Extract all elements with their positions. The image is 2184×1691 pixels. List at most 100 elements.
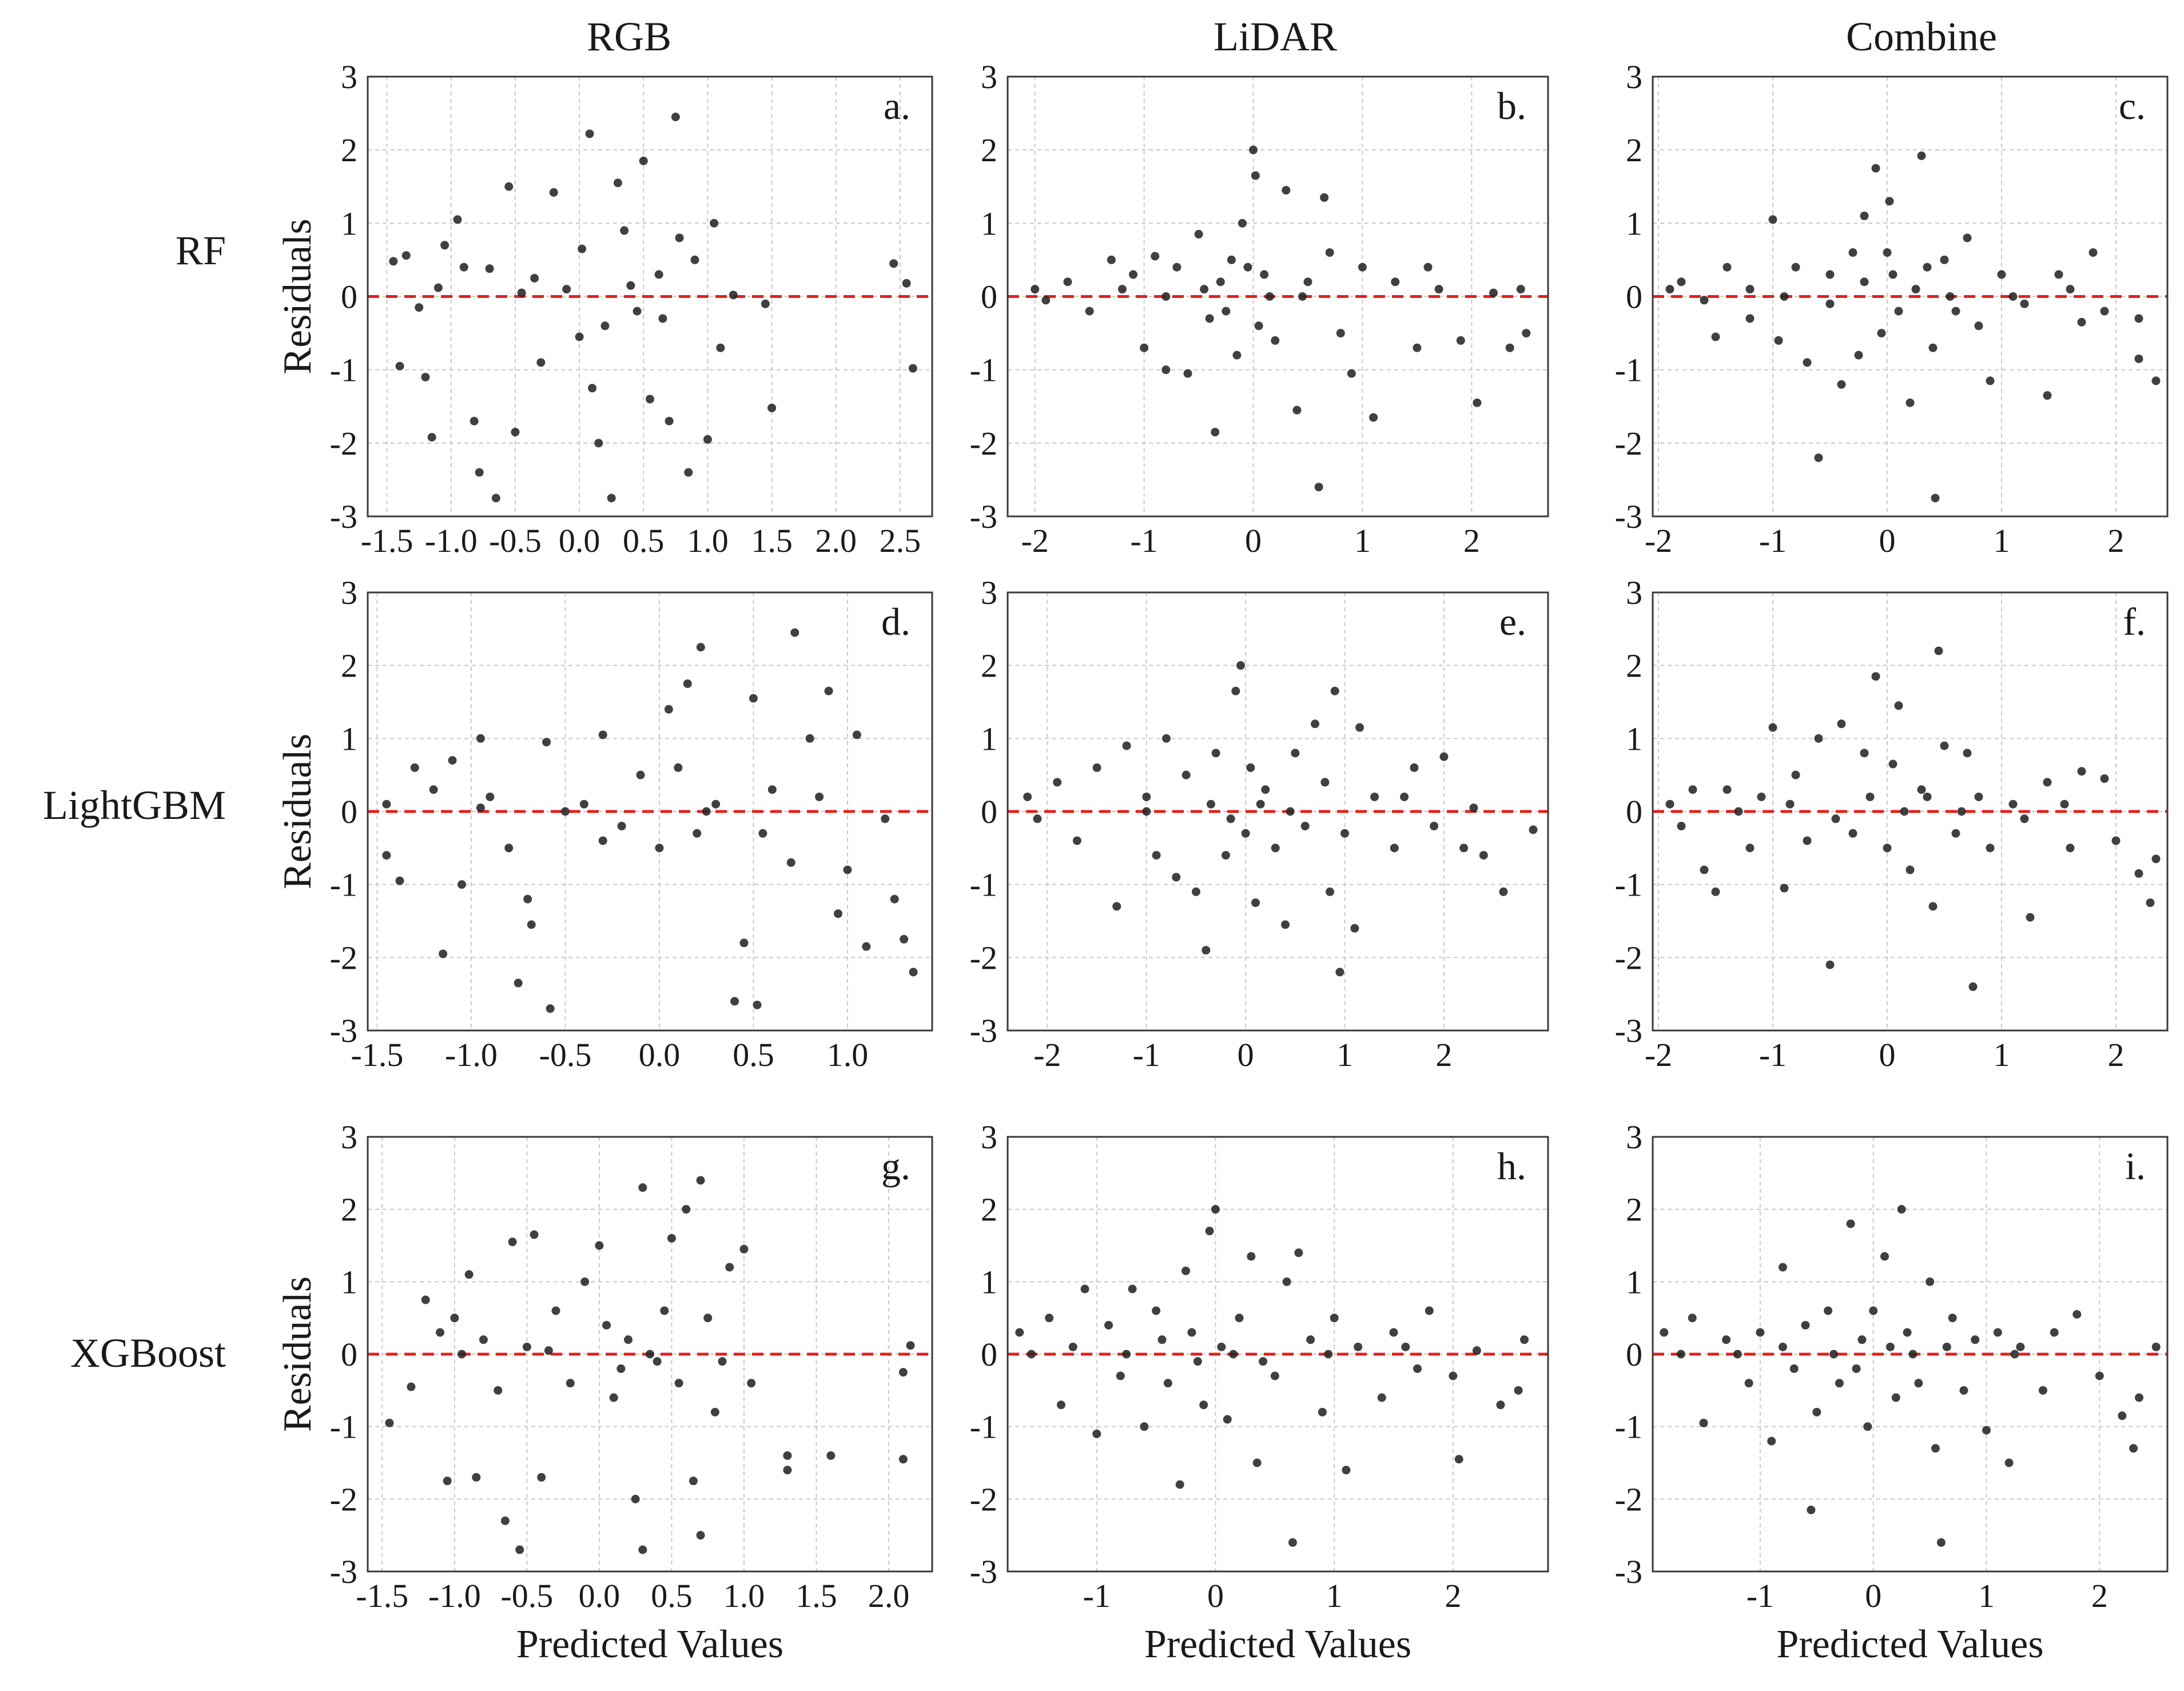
scatter-point xyxy=(1080,1284,1089,1294)
scatter-point xyxy=(716,343,725,352)
scatter-point xyxy=(1163,1379,1172,1388)
column-title-lidar: LiDAR xyxy=(1214,14,1337,59)
scatter-point xyxy=(1908,1350,1918,1359)
scatter-point xyxy=(1722,785,1732,794)
x-tick-label: 1.5 xyxy=(795,1577,837,1614)
scatter-point xyxy=(881,814,890,823)
scatter-point xyxy=(1282,1277,1291,1286)
scatter-point xyxy=(790,628,799,637)
panel-i: -1 0 1 2 -3 -2 -1 0 1 2 3 i. Predicted Values xyxy=(1615,1119,2169,1666)
scatter-point xyxy=(1175,1480,1184,1489)
scatter-point xyxy=(1791,262,1800,272)
scatter-point xyxy=(1897,1205,1906,1214)
x-tick-label: 1 xyxy=(1326,1577,1343,1614)
scatter-point xyxy=(395,361,404,371)
scatter-point xyxy=(1282,186,1291,195)
scatter-point xyxy=(1489,288,1498,297)
scatter-point xyxy=(1917,785,1926,794)
scatter-point xyxy=(664,705,673,714)
y-tick-label: 2 xyxy=(341,647,357,685)
scatter-point xyxy=(1142,792,1151,801)
panel-label: h. xyxy=(1497,1144,1526,1188)
scatter-point xyxy=(1888,759,1897,769)
scatter-point xyxy=(1286,807,1295,816)
scatter-point xyxy=(1306,1335,1315,1344)
scatter-point xyxy=(1948,1314,1957,1323)
scatter-point xyxy=(1300,822,1310,831)
scatter-point xyxy=(1227,255,1236,264)
scatter-point xyxy=(1151,252,1160,261)
scatter-point xyxy=(1449,1371,1458,1380)
y-tick-label: 2 xyxy=(981,1191,997,1228)
scatter-point xyxy=(1863,1422,1872,1431)
scatter-point xyxy=(1883,248,1892,257)
scatter-point xyxy=(1891,1393,1900,1402)
scatter-point xyxy=(1377,1393,1386,1402)
scatter-point xyxy=(1700,296,1709,305)
x-tick-label: 0.0 xyxy=(559,522,600,559)
column-titles: RGB LiDAR Combine xyxy=(587,14,1997,59)
scatter-point xyxy=(600,321,610,331)
scatter-point xyxy=(1288,1538,1297,1547)
scatter-point xyxy=(588,384,597,393)
scatter-point xyxy=(1211,749,1220,758)
scatter-point xyxy=(1814,734,1823,743)
scatter-point xyxy=(1117,285,1127,294)
scatter-point xyxy=(1905,865,1915,874)
scatter-point xyxy=(2054,270,2063,279)
scatter-point xyxy=(2151,376,2161,385)
scatter-point xyxy=(826,1451,836,1460)
scatter-point xyxy=(2118,1411,2127,1421)
x-tick-label: 0.0 xyxy=(639,1036,681,1073)
scatter-point xyxy=(2135,1393,2144,1402)
scatter-point xyxy=(753,1000,762,1009)
scatter-point xyxy=(1734,807,1743,816)
scatter-point xyxy=(1934,646,1943,655)
scatter-point xyxy=(2134,314,2143,323)
scatter-point xyxy=(906,1341,915,1350)
scatter-point xyxy=(693,829,702,838)
scatter-point xyxy=(710,1407,719,1417)
scatter-point xyxy=(1252,1458,1262,1467)
scatter-point xyxy=(458,880,466,889)
scatter-point xyxy=(1085,307,1094,316)
scatter-point xyxy=(703,1314,713,1323)
scatter-point xyxy=(500,1516,510,1525)
scatter-point xyxy=(639,156,648,165)
scatter-point xyxy=(1917,151,1926,160)
scatter-point xyxy=(2134,354,2143,363)
scatter-point xyxy=(1894,307,1903,316)
scatter-point xyxy=(476,734,485,743)
y-tick-label: 2 xyxy=(1626,132,1642,169)
scatter-point xyxy=(1768,215,1777,224)
scatter-point xyxy=(1400,792,1409,801)
scatter-point xyxy=(1745,314,1755,323)
x-tick-label: 1 xyxy=(1978,1577,1995,1614)
scatter-point xyxy=(646,395,654,404)
scatter-point xyxy=(1803,358,1812,367)
scatter-point xyxy=(689,1477,698,1486)
scatter-point xyxy=(682,1205,691,1214)
scatter-point xyxy=(1854,351,1863,360)
scatter-point xyxy=(711,799,721,809)
scatter-point xyxy=(1744,1379,1753,1388)
y-tick-label: 3 xyxy=(341,1119,357,1156)
scatter-point xyxy=(2016,1342,2025,1351)
scatter-point xyxy=(1358,262,1367,272)
scatter-point xyxy=(1871,672,1880,681)
y-tick-label: -1 xyxy=(970,352,997,389)
scatter-point xyxy=(1342,1466,1351,1475)
scatter-point xyxy=(514,978,523,988)
scatter-point xyxy=(1825,960,1835,969)
scatter-point xyxy=(527,920,536,929)
y-tick-label: 0 xyxy=(1626,1336,1642,1373)
y-tick-label: 3 xyxy=(1626,574,1642,611)
plot-frame xyxy=(367,75,933,518)
scatter-point xyxy=(1940,255,1949,264)
panel-e: -2 -1 0 1 2 -3 -2 -1 0 1 2 3 e. xyxy=(970,574,1549,1073)
panel-a: -1.5 -1.0 -0.5 0.0 0.5 1.0 1.5 2.0 2.5 -3 -2 -1 0 1 2 3… xyxy=(276,58,933,559)
x-tick-label: 1.5 xyxy=(751,522,793,559)
x-tick-label: 0 xyxy=(1207,1577,1224,1614)
scatter-point xyxy=(749,694,758,703)
